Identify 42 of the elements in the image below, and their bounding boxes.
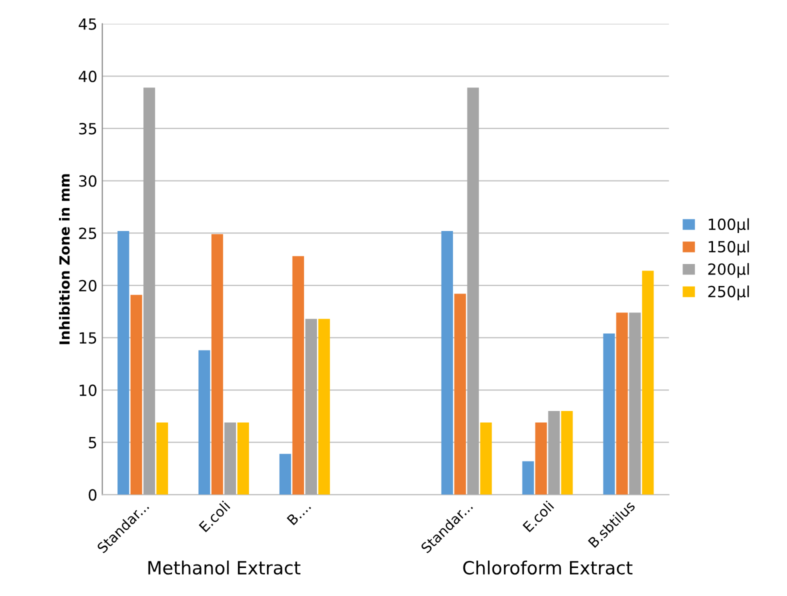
bar: [441, 231, 453, 495]
y-tick-label: 25: [79, 228, 96, 240]
y-tick-label: 35: [79, 122, 96, 134]
bar: [603, 334, 615, 495]
x-tick-label: B....: [286, 500, 312, 526]
y-tick-label: 45: [78, 18, 96, 30]
legend-label: 250µl: [708, 286, 749, 300]
legend-label: 150µl: [708, 240, 749, 256]
bar: [211, 234, 224, 495]
bar: [629, 312, 641, 495]
bar: [467, 88, 479, 495]
y-tick-label: 0: [88, 489, 96, 501]
bar: [642, 270, 654, 495]
bar: [616, 312, 628, 495]
text: Chloroform Extract: [463, 560, 632, 575]
y-tick-label: 5: [88, 437, 96, 448]
bar: [156, 422, 168, 495]
bar: [224, 422, 236, 495]
y-tick-label: 40: [78, 70, 96, 82]
bar: [548, 410, 560, 495]
y-tick-label: 10: [80, 384, 96, 396]
bar: [561, 410, 573, 495]
bar: [118, 231, 130, 495]
text: Methanol Extract: [148, 560, 300, 575]
y-axis-title: Inhibition Zone in mm: [59, 174, 70, 344]
bar: [318, 318, 330, 495]
bar: [292, 256, 304, 495]
legend-label: 200µl: [708, 263, 749, 278]
bar: [480, 422, 492, 495]
bar: [143, 88, 156, 495]
y-tick-label: 15: [80, 332, 96, 344]
bar: [198, 350, 210, 495]
bar: [130, 294, 142, 495]
bar: [522, 461, 534, 495]
bar: [237, 422, 249, 495]
bar: [279, 454, 292, 495]
bar: [535, 422, 547, 495]
y-tick-label: 30: [79, 175, 96, 187]
legend-label: 100µl: [708, 218, 749, 234]
y-tick-label: 20: [79, 280, 96, 292]
bar: [454, 294, 466, 495]
bar: [305, 318, 317, 495]
